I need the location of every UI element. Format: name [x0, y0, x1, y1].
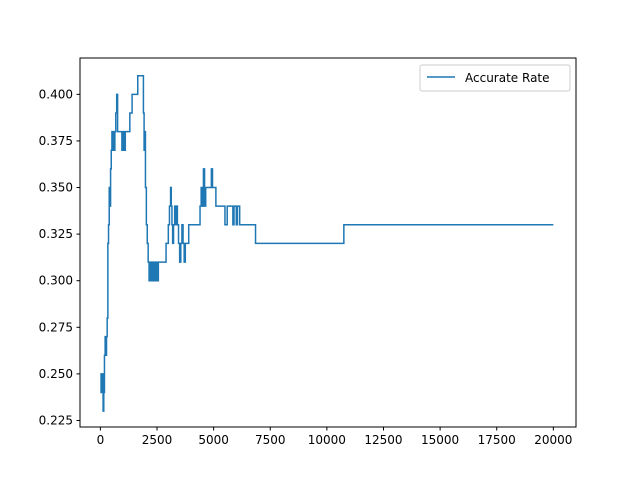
x-tick-label: 5000	[198, 433, 229, 447]
legend: Accurate Rate	[419, 64, 571, 92]
x-tick-label: 12500	[364, 433, 402, 447]
x-tick-label: 15000	[421, 433, 459, 447]
legend-label: Accurate Rate	[465, 71, 550, 85]
x-tick-label: 10000	[308, 433, 346, 447]
legend-box	[419, 64, 571, 92]
y-axis-ticks: 0.225 0.250 0.275 0.300 0.325 0.350 0.375 0.400	[39, 87, 80, 427]
x-tick-label: 7500	[255, 433, 286, 447]
x-tick-label: 17500	[478, 433, 516, 447]
y-tick-label: 0.225	[39, 413, 73, 427]
y-tick-label: 0.375	[39, 134, 73, 148]
series-line-accurate-rate	[100, 74, 554, 412]
y-tick-label: 0.325	[39, 227, 73, 241]
y-tick-label: 0.250	[39, 367, 73, 381]
y-tick-label: 0.400	[39, 87, 73, 101]
y-tick-label: 0.350	[39, 181, 73, 195]
plot-frame	[79, 57, 577, 428]
y-tick-label: 0.275	[39, 320, 73, 334]
x-tick-label: 2500	[142, 433, 173, 447]
x-tick-label: 0	[97, 433, 105, 447]
x-tick-label: 20000	[534, 433, 572, 447]
x-axis-ticks: 0 2500 5000 7500 10000 12500 15000 17500 20000	[97, 427, 572, 447]
y-tick-label: 0.300	[39, 274, 73, 288]
series-layer	[100, 74, 554, 412]
